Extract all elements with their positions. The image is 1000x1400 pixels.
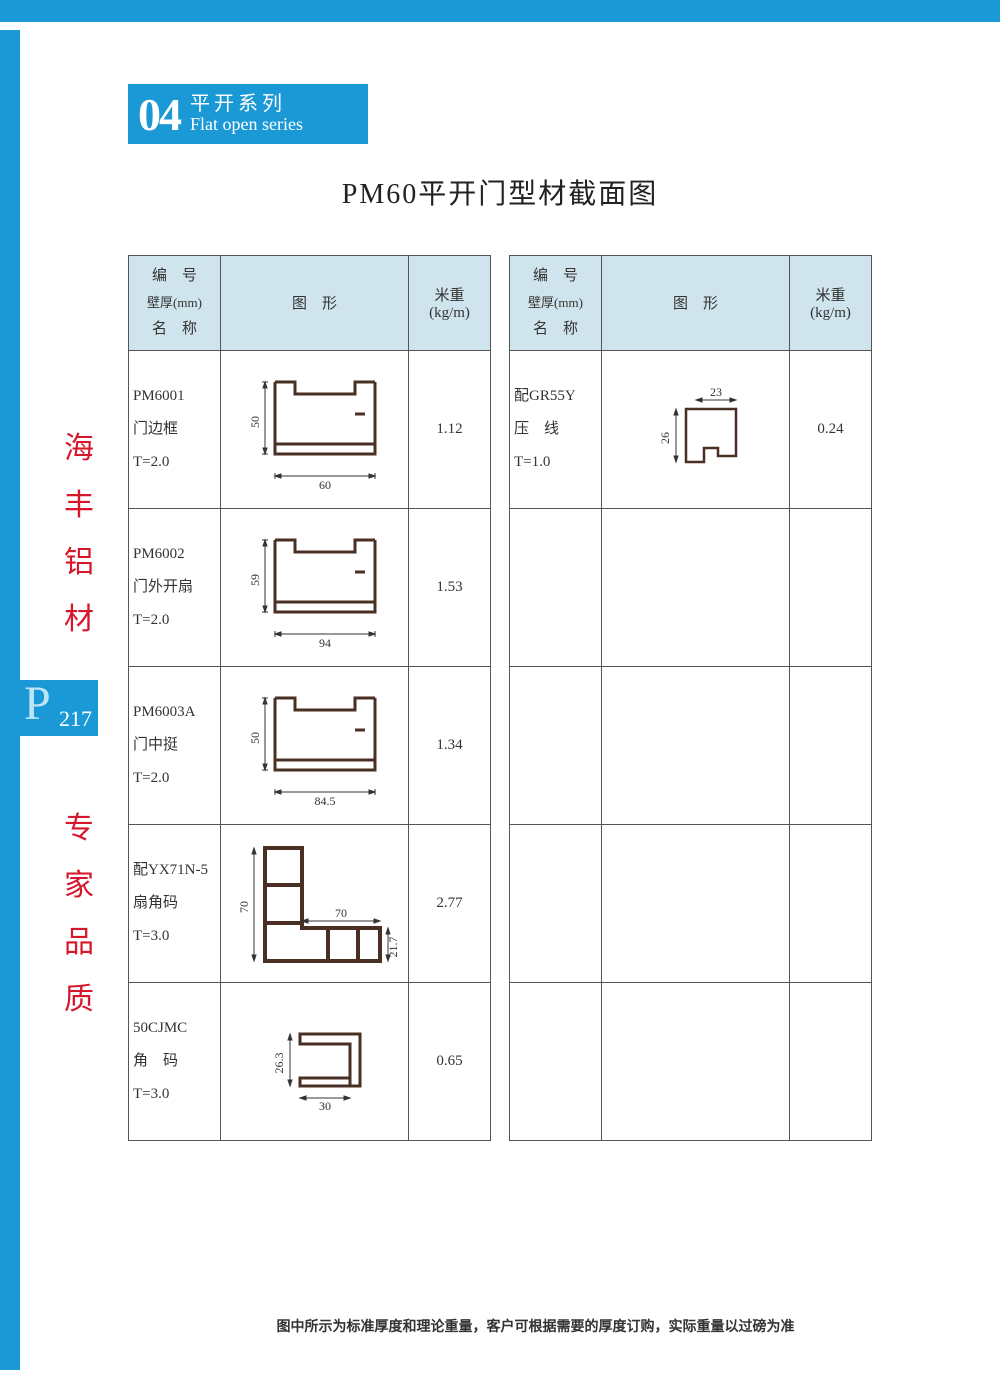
svg-text:50: 50 <box>248 416 262 428</box>
profile-weight-cell: 2.77 <box>409 824 491 982</box>
brand-text: 海丰铝材 <box>62 420 96 648</box>
page-title: PM60平开门型材截面图 <box>0 172 1000 212</box>
svg-text:70: 70 <box>237 901 251 913</box>
profile-code-cell: 50CJMC角 码T=3.0 <box>129 982 221 1140</box>
profile-table-right: 编 号壁厚(mm)名 称 图 形 米重(kg/m) 配GR55Y压 线T=1.0… <box>509 255 872 1141</box>
page-number-badge: P 217 <box>20 680 98 736</box>
profile-code-cell: PM6001门边框T=2.0 <box>129 350 221 508</box>
section-title-wrap: 平开系列 Flat open series <box>190 93 303 135</box>
col-header-code: 编 号壁厚(mm)名 称 <box>514 262 597 344</box>
profile-weight-cell: 1.34 <box>409 666 491 824</box>
side-bar <box>0 30 20 1370</box>
svg-text:26.3: 26.3 <box>272 1053 286 1074</box>
table-row: PM6003A门中挺T=2.0 84.5 50 1.34 <box>129 666 491 824</box>
profile-figure-cell: 70 70 21.7 <box>221 824 409 982</box>
svg-text:30: 30 <box>319 1099 331 1113</box>
table-row: 50CJMC角 码T=3.0 26.3 30 0.65 <box>129 982 491 1140</box>
profile-weight-cell: 1.53 <box>409 508 491 666</box>
svg-text:26: 26 <box>658 432 672 444</box>
section-title-en: Flat open series <box>190 115 303 135</box>
table-row: 配GR55Y压 线T=1.0 23 26 0.24 <box>510 350 872 508</box>
svg-text:23: 23 <box>710 385 722 399</box>
profile-figure-cell: 94 59 <box>221 508 409 666</box>
table-row: PM6001门边框T=2.0 60 50 1.12 <box>129 350 491 508</box>
table-row: 配YX71N-5扇角码T=3.0 70 70 21.7 2.77 <box>129 824 491 982</box>
profile-weight-cell: 1.12 <box>409 350 491 508</box>
profile-code-cell: 配YX71N-5扇角码T=3.0 <box>129 824 221 982</box>
col-header-code: 编 号壁厚(mm)名 称 <box>133 262 216 344</box>
profile-code-cell: PM6002门外开扇T=2.0 <box>129 508 221 666</box>
svg-text:21.7: 21.7 <box>386 937 400 958</box>
top-stripe <box>0 0 1000 22</box>
table-row <box>510 666 872 824</box>
svg-text:60: 60 <box>319 478 331 492</box>
profile-weight-cell: 0.24 <box>790 350 872 508</box>
svg-text:50: 50 <box>248 732 262 744</box>
tables-container: 编 号壁厚(mm)名 称 图 形 米重(kg/m) PM6001门边框T=2.0… <box>128 255 943 1141</box>
svg-text:84.5: 84.5 <box>314 794 335 808</box>
col-header-figure: 图 形 <box>221 256 409 351</box>
profile-weight-cell: 0.65 <box>409 982 491 1140</box>
section-number: 04 <box>138 88 180 141</box>
section-tag: 04 平开系列 Flat open series <box>128 84 368 144</box>
profile-table-left: 编 号壁厚(mm)名 称 图 形 米重(kg/m) PM6001门边框T=2.0… <box>128 255 491 1141</box>
profile-code-cell: PM6003A门中挺T=2.0 <box>129 666 221 824</box>
col-header-weight: 米重(kg/m) <box>790 256 872 351</box>
table-row <box>510 824 872 982</box>
page-number-prefix: P <box>24 676 51 731</box>
profile-figure-cell: 60 50 <box>221 350 409 508</box>
profile-figure-cell: 23 26 <box>602 350 790 508</box>
svg-text:59: 59 <box>248 574 262 586</box>
section-title-cn: 平开系列 <box>190 93 303 115</box>
table-row <box>510 982 872 1140</box>
slogan-text: 专家品质 <box>62 800 96 1028</box>
profile-figure-cell: 26.3 30 <box>221 982 409 1140</box>
footnote: 图中所示为标准厚度和理论重量，客户可根据需要的厚度订购，实际重量以过磅为准 <box>128 1316 943 1336</box>
page-number-value: 217 <box>59 706 92 732</box>
svg-text:70: 70 <box>335 906 347 920</box>
col-header-weight: 米重(kg/m) <box>409 256 491 351</box>
table-row <box>510 508 872 666</box>
profile-figure-cell: 84.5 50 <box>221 666 409 824</box>
table-row: PM6002门外开扇T=2.0 94 59 1.53 <box>129 508 491 666</box>
col-header-figure: 图 形 <box>602 256 790 351</box>
svg-text:94: 94 <box>319 636 331 650</box>
profile-code-cell: 配GR55Y压 线T=1.0 <box>510 350 602 508</box>
